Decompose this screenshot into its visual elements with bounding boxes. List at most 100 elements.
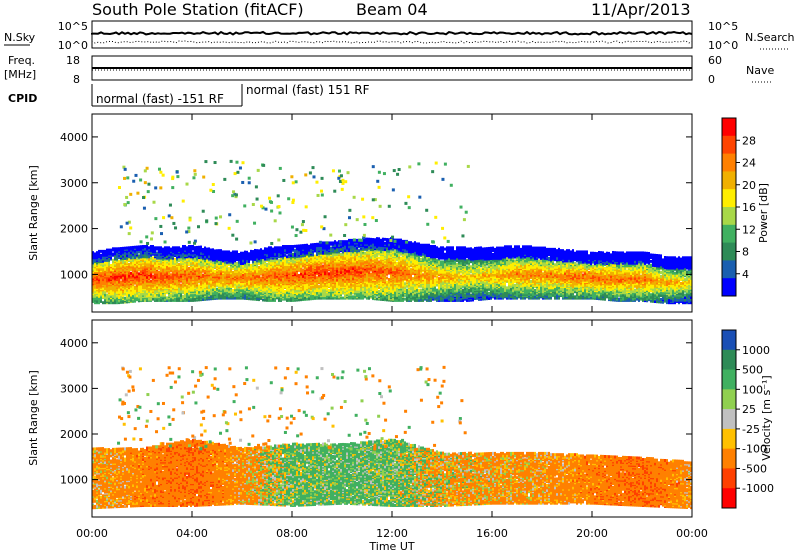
- power-cell: [300, 264, 302, 268]
- power-cell: [220, 260, 222, 264]
- power-cell: [116, 280, 118, 284]
- power-cell: [136, 277, 138, 281]
- power-cell: [150, 256, 152, 260]
- power-cell: [320, 277, 322, 281]
- power-cell: [284, 289, 286, 293]
- power-cell: [146, 264, 148, 268]
- power-cell: [124, 290, 126, 294]
- power-cell: [106, 278, 108, 282]
- power-cell: [132, 245, 134, 249]
- power-cell: [140, 255, 142, 259]
- power-cell: [316, 268, 318, 272]
- power-cell: [140, 276, 142, 279]
- power-cell: [312, 295, 314, 299]
- power-cell: [152, 247, 154, 251]
- power-cell: [98, 292, 100, 296]
- nsearch-trace: [91, 40, 693, 44]
- power-cell: [336, 247, 338, 251]
- power-cell: [302, 244, 304, 248]
- power-cell: [118, 260, 120, 264]
- power-cell: [262, 249, 264, 253]
- power-cell: [328, 272, 330, 276]
- power-cell: [178, 246, 180, 250]
- power-cell: [176, 298, 178, 302]
- power-cell: [218, 249, 220, 253]
- power-cell: [164, 286, 166, 290]
- freq-panel: Freq. [MHz] 18 8 60 0 Nave: [4, 54, 774, 86]
- power-cell: [236, 261, 238, 265]
- power-cell: [354, 273, 356, 277]
- power-cell: [272, 274, 274, 278]
- power-cell: [206, 259, 208, 263]
- power-cell: [98, 255, 100, 259]
- power-cell: [228, 250, 230, 254]
- power-cell: [298, 298, 300, 302]
- power-cell: [266, 262, 268, 266]
- power-cell: [144, 275, 146, 279]
- nsky-panel: N.Sky 10^5 10^0 10^5 10^0 N.Search: [4, 20, 795, 52]
- power-cell: [328, 241, 330, 245]
- power-cell: [210, 248, 212, 252]
- power-cell: [342, 296, 344, 300]
- power-cell: [334, 240, 336, 244]
- power-cell: [292, 284, 294, 288]
- power-cell: [198, 262, 200, 266]
- power-cell: [254, 287, 256, 291]
- power-cell: [312, 256, 314, 260]
- power-cell: [160, 283, 162, 287]
- power-cell: [324, 272, 326, 276]
- power-cell: [244, 259, 246, 263]
- power-cell: [142, 245, 144, 249]
- power-cell: [190, 293, 192, 297]
- power-cell: [154, 297, 156, 301]
- power-cell: [122, 246, 124, 250]
- power-cell: [334, 283, 336, 287]
- power-cell: [178, 275, 180, 279]
- power-cell: [184, 293, 186, 297]
- power-cell: [342, 240, 344, 244]
- power-cell: [182, 247, 184, 251]
- power-cell: [116, 283, 118, 287]
- power-cell: [200, 251, 202, 255]
- power-cell: [222, 286, 224, 290]
- power-cell: [168, 293, 170, 297]
- power-cell: [174, 279, 176, 283]
- power-cell: [178, 262, 180, 266]
- nave-tick-bottom: 0: [708, 73, 715, 86]
- power-cell: [284, 245, 286, 249]
- power-cell: [116, 297, 118, 301]
- power-cell: [278, 246, 280, 250]
- power-cell: [270, 261, 272, 265]
- power-cell: [292, 245, 294, 249]
- power-cell: [344, 268, 346, 272]
- power-cell: [224, 254, 226, 258]
- power-cell: [214, 254, 216, 258]
- power-cell: [322, 241, 324, 245]
- power-cell: [286, 255, 288, 259]
- power-cell: [108, 294, 110, 298]
- power-cell: [188, 287, 190, 291]
- power-cell: [284, 261, 286, 265]
- power-cell: [182, 295, 184, 299]
- power-cell: [128, 257, 130, 261]
- power-cell: [346, 269, 348, 273]
- power-cell: [272, 292, 274, 296]
- power-cell: [98, 249, 100, 253]
- power-cell: [350, 238, 352, 242]
- power-cell: [280, 288, 282, 292]
- power-cell: [298, 257, 300, 261]
- power-cell: [310, 243, 312, 247]
- power-cell: [174, 284, 176, 288]
- power-cell: [348, 290, 350, 294]
- power-cell: [170, 273, 172, 277]
- power-cell: [134, 293, 136, 297]
- nsearch-tick-bottom: 10^0: [708, 39, 738, 52]
- power-cell: [216, 249, 218, 253]
- power-cell: [346, 240, 348, 244]
- power-cell: [100, 274, 102, 278]
- power-cell: [338, 249, 340, 253]
- power-cell: [344, 240, 346, 244]
- power-cell: [330, 246, 332, 250]
- freq-label: Freq.: [8, 54, 35, 67]
- power-cell: [188, 266, 190, 270]
